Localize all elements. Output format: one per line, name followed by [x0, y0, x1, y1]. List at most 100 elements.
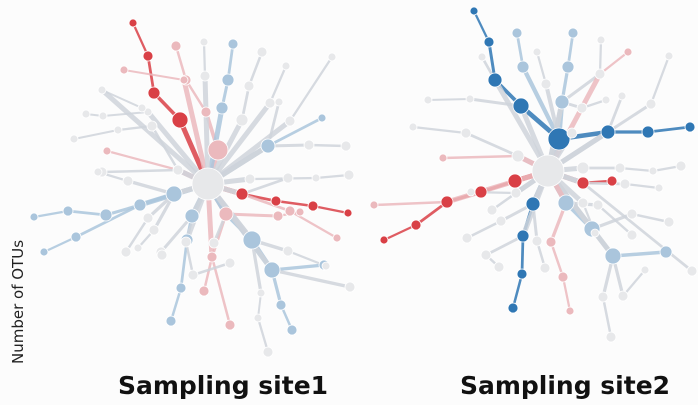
site1-node-22 — [261, 139, 275, 153]
site2-node-31 — [533, 48, 541, 56]
site1-node-94 — [276, 300, 286, 310]
site2-node-25 — [646, 99, 656, 109]
site1-node-71 — [166, 316, 176, 326]
site1-node-18 — [265, 98, 275, 108]
site1-node-9 — [120, 66, 128, 74]
site2-node-91 — [462, 233, 472, 243]
site2-node-28 — [618, 92, 626, 100]
site2-node-70 — [605, 248, 621, 264]
site1-node-51 — [344, 170, 354, 180]
site1-node-106 — [225, 258, 235, 268]
site2-node-79 — [598, 292, 608, 302]
site1-node-105 — [188, 270, 198, 280]
site2-node-44 — [567, 128, 577, 138]
site1-node-56 — [296, 208, 304, 216]
site2-node-14 — [517, 61, 529, 73]
site2-node-46 — [475, 186, 487, 198]
site1-node-92 — [322, 262, 330, 270]
site2-node-80 — [606, 332, 616, 342]
site1-node-21 — [328, 53, 336, 61]
site1-node-12 — [228, 39, 238, 49]
site1-node-11 — [222, 74, 234, 86]
site1-node-7 — [171, 41, 181, 51]
site2-node-10 — [555, 95, 569, 109]
site1-node-26 — [341, 141, 351, 151]
site2-node-26 — [665, 52, 673, 60]
site2-node-74 — [664, 217, 674, 227]
site1-node-32 — [70, 135, 78, 143]
site1-edge-97 — [272, 270, 350, 287]
site1-node-83 — [199, 286, 209, 296]
site1-node-50 — [312, 174, 320, 182]
site1-node-87 — [243, 231, 261, 249]
site1-node-95 — [287, 325, 297, 335]
site2-node-11 — [562, 61, 574, 73]
site1-node-0 — [172, 112, 188, 128]
site1-node-10 — [216, 102, 228, 114]
site1-node-58 — [134, 199, 146, 211]
site2-node-56 — [615, 163, 625, 173]
site2-node-86 — [517, 230, 529, 242]
site2-node-6 — [601, 125, 615, 139]
site2-node-104 — [591, 229, 599, 237]
site1-title: Sampling site1 — [98, 371, 348, 405]
site1-node-104 — [181, 237, 191, 247]
site2-node-90 — [496, 216, 506, 226]
site1-node-15 — [236, 114, 248, 126]
site2-node-94 — [494, 262, 504, 272]
site1-node-64 — [40, 248, 48, 256]
site2-node-30 — [541, 79, 551, 89]
site2-node-0 — [548, 128, 570, 150]
site2-node-12 — [568, 28, 578, 38]
site1-edge-106 — [193, 263, 230, 275]
site2-node-23 — [602, 96, 610, 104]
site2-node-58 — [676, 161, 686, 171]
site1-edge-17 — [249, 52, 262, 86]
site1-node-63 — [71, 232, 81, 242]
site1-node-85 — [209, 238, 219, 248]
site1-node-37 — [82, 110, 90, 118]
network-site1 — [30, 19, 355, 357]
site2-node-73 — [627, 209, 637, 219]
site1-node-14 — [200, 38, 208, 46]
site1-node-42 — [236, 188, 248, 200]
site1-node-67 — [94, 168, 102, 176]
site2-node-61 — [655, 184, 663, 192]
site2-node-17 — [595, 69, 605, 79]
site1-node-103 — [225, 320, 235, 330]
site2-title: Sampling site2 — [440, 371, 690, 405]
site1-node-2 — [143, 51, 153, 61]
site1-node-61 — [30, 213, 38, 221]
site1-node-20 — [285, 116, 295, 126]
site2-node-64 — [467, 188, 475, 196]
site2-node-7 — [642, 126, 654, 138]
site2-edge-26 — [651, 56, 669, 104]
site2-node-99 — [546, 237, 556, 247]
site2-node-42 — [439, 154, 447, 162]
site1-edge-44 — [276, 201, 313, 206]
site2-nodes — [370, 7, 697, 342]
site1-node-13 — [200, 71, 210, 81]
site1-nodes — [30, 19, 355, 357]
site1-node-44 — [308, 201, 318, 211]
site1-node-57 — [166, 186, 182, 202]
site1-node-34 — [103, 147, 111, 155]
site1-edge-21 — [290, 57, 332, 121]
site2-node-1 — [513, 98, 529, 114]
site2-node-101 — [566, 307, 574, 315]
site1-node-59 — [100, 209, 112, 221]
site1-node-4 — [208, 140, 228, 160]
site1-node-17 — [257, 47, 267, 57]
site2-node-49 — [380, 236, 388, 244]
site2-node-63 — [511, 188, 521, 198]
site1-node-45 — [344, 209, 352, 217]
site1-node-39 — [138, 104, 146, 112]
site1-node-28 — [275, 98, 283, 106]
site1-node-54 — [219, 207, 233, 221]
site1-node-36 — [99, 112, 107, 120]
site2-node-53 — [577, 177, 589, 189]
site1-node-74 — [157, 250, 167, 260]
site2-edge-91 — [467, 221, 501, 238]
site2-node-85 — [526, 197, 540, 211]
site1-node-88 — [264, 262, 280, 278]
